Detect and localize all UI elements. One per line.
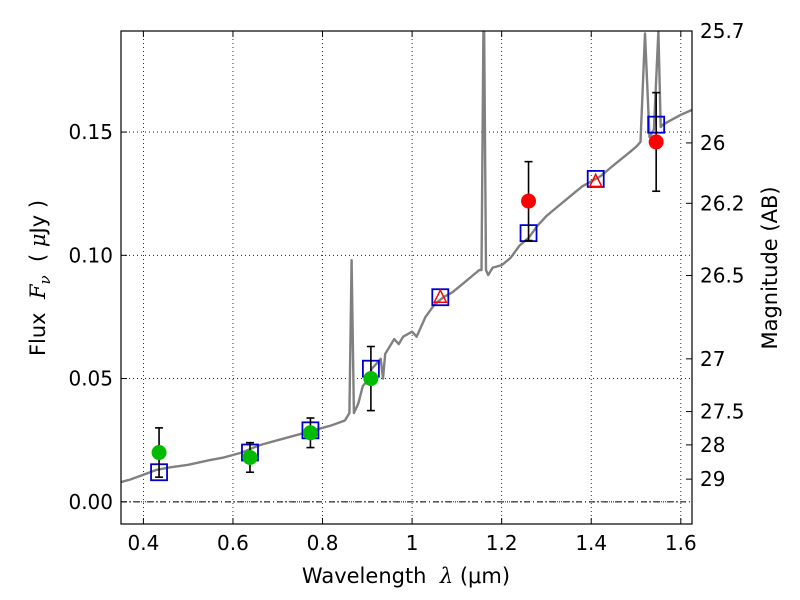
y-tick-label: 0.10 <box>68 243 113 267</box>
y-tick-label: 0.15 <box>68 120 113 144</box>
x-tick-label: 0.8 <box>307 531 339 555</box>
y2-tick-label: 26.2 <box>700 191 745 215</box>
y-axis-label: Flux Fν ( μJy ) <box>26 200 54 356</box>
y-tick-label: 0.05 <box>68 367 113 391</box>
x-tick-label: 1.2 <box>486 531 518 555</box>
y-axis-label-prefix: Flux <box>26 299 50 356</box>
y-axis-label-unit-open: ( <box>26 247 50 275</box>
y-ticks: 0.00 0.05 0.10 0.15 <box>68 120 127 514</box>
y-tick-label: 0.00 <box>68 490 113 514</box>
x-axis-label-prefix: Wavelength <box>302 564 440 588</box>
upper-limit-triangle <box>588 172 603 188</box>
y-axis-label-subscript: ν <box>36 275 54 284</box>
upper-limit-triangle <box>433 288 448 303</box>
observed-optical-point <box>363 371 379 387</box>
x-tick-label: 1 <box>406 531 419 555</box>
data-marks <box>150 91 666 482</box>
plot-frame <box>120 30 693 525</box>
observed-nir-point <box>521 193 537 209</box>
observed-optical-point <box>302 425 318 441</box>
y2-ticks: 25.7 26 26.2 26.5 27 27.5 28 29 <box>686 19 745 491</box>
y2-tick-label: 26.5 <box>700 264 745 288</box>
x-ticks: 0.4 0.6 0.8 1 1.2 1.4 1.6 <box>127 31 697 555</box>
model-sed-line <box>121 31 692 484</box>
x-tick-label: 1.4 <box>575 531 607 555</box>
observed-optical-point <box>242 449 258 465</box>
x-axis-label: Wavelength λ (μm) <box>302 564 510 588</box>
x-tick-label: 0.6 <box>217 531 249 555</box>
y2-tick-label: 29 <box>700 467 725 491</box>
observed-nir-point <box>648 134 664 150</box>
y2-axis-label: Magnitude (AB) <box>758 186 782 349</box>
y2-tick-label: 27 <box>700 347 725 371</box>
y-axis-label-unit-rest: Jy ) <box>26 200 50 236</box>
observed-optical-point <box>151 445 167 461</box>
y2-tick-label: 25.7 <box>700 19 745 43</box>
x-axis-label-symbol: λ <box>439 564 453 588</box>
x-axis-label-unit: (μm) <box>453 564 510 588</box>
y2-tick-label: 27.5 <box>700 400 745 424</box>
plot-area <box>121 31 692 524</box>
y-axis-label-mu: μ <box>26 233 50 247</box>
x-tick-label: 1.6 <box>665 531 697 555</box>
y-axis-label-symbol: F <box>26 283 50 300</box>
y2-tick-label: 28 <box>700 433 725 457</box>
y2-tick-label: 26 <box>700 131 725 155</box>
model-curve-layer <box>121 31 692 484</box>
x-tick-label: 0.4 <box>127 531 159 555</box>
